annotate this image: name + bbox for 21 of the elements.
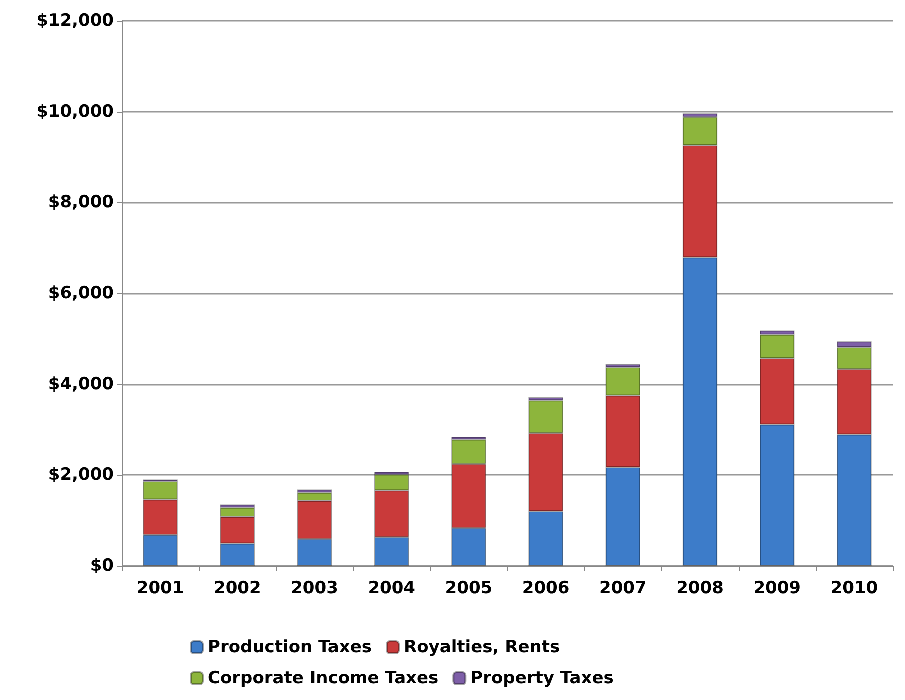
- x-tick-label: 2007: [599, 578, 647, 598]
- legend-label: Corporate Income Taxes: [208, 668, 439, 688]
- legend-label: Royalties, Rents: [404, 638, 560, 658]
- x-tick-label: 2001: [136, 578, 184, 598]
- x-tick-label: 2003: [291, 578, 338, 598]
- y-tick-label: $4,000: [48, 374, 114, 394]
- y-tick-label: $12,000: [36, 11, 114, 31]
- x-tick-label: 2002: [214, 578, 262, 598]
- x-tick-label: 2004: [368, 578, 416, 598]
- x-tick-label: 2005: [445, 578, 493, 598]
- y-tick-label: $8,000: [48, 192, 114, 213]
- y-tick-label: $10,000: [36, 102, 114, 122]
- x-tick-label: 2009: [754, 578, 802, 598]
- x-tick-label: 2006: [522, 578, 570, 598]
- x-tick-label: 2008: [676, 578, 724, 598]
- y-tick-label: $6,000: [48, 284, 114, 304]
- y-tick-label: $2,000: [48, 465, 114, 486]
- x-tick-label: 2010: [830, 578, 878, 598]
- y-tick-label: $0: [90, 556, 114, 576]
- legend-label: Production Taxes: [208, 638, 372, 658]
- legend-label: Property Taxes: [470, 668, 614, 688]
